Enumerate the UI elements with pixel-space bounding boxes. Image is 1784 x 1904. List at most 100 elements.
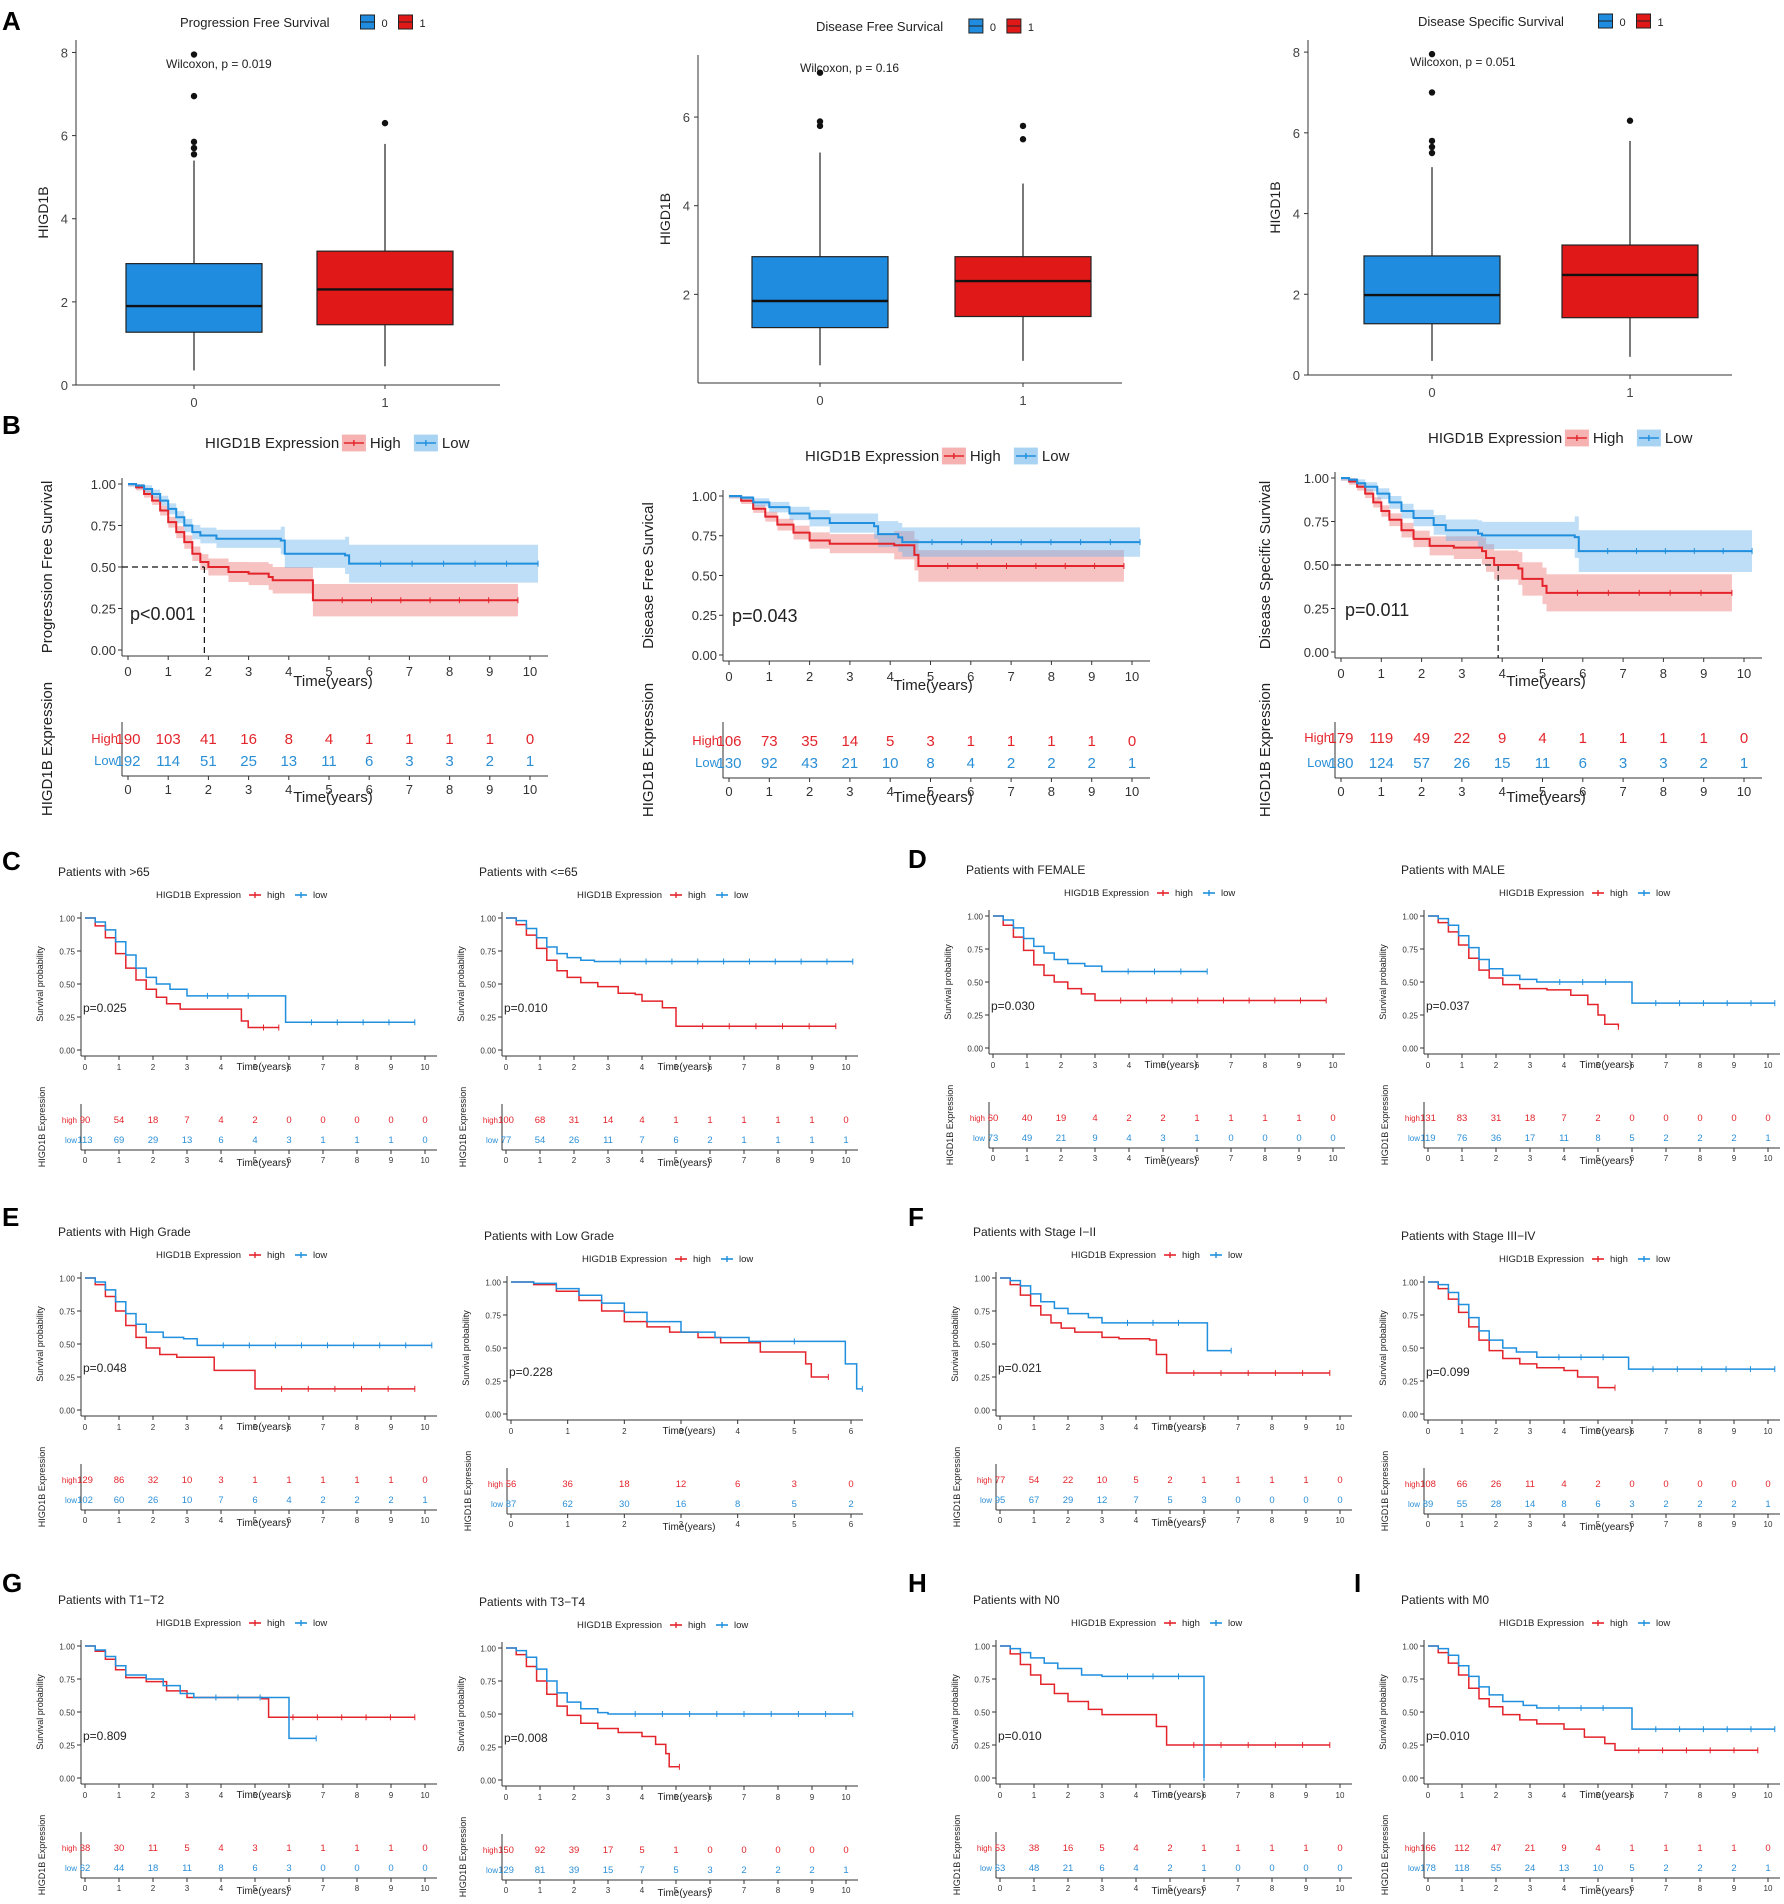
risk-x-tick-label: 3 [846, 784, 853, 799]
x-tick-label: 4 [1127, 1061, 1132, 1070]
y-tick-label: 2 [61, 295, 68, 310]
risk-count: 0 [286, 1115, 291, 1126]
plot-subtitle: Patients with M0 [1401, 1593, 1489, 1607]
risk-x-tick-label: 9 [1297, 1154, 1302, 1163]
p-value: p=0.010 [504, 1001, 548, 1015]
y-axis-label: Progression Free Survival [39, 481, 56, 654]
risk-count: 47 [1491, 1843, 1502, 1854]
risk-x-tick-label: 2 [622, 1520, 627, 1529]
risk-count: 190 [115, 731, 140, 748]
y-axis-label: Disease Specific Survival [1257, 481, 1274, 649]
risk-count: 0 [775, 1845, 780, 1856]
x-tick-label: 0 [83, 1791, 88, 1800]
risk-count: 114 [156, 753, 180, 770]
x-tick-label: 10 [1764, 1427, 1773, 1436]
risk-count: 2 [1700, 755, 1708, 772]
p-value: p=0.037 [1426, 999, 1470, 1013]
km-legend: HIGD1B Expression High Low [1428, 429, 1693, 447]
legend-title: HIGD1B Expression [1499, 888, 1584, 899]
survival-curve-low [1428, 915, 1775, 1004]
risk-x-axis-label: Time(years) [237, 1886, 290, 1897]
y-tick-label: 0.50 [1304, 558, 1329, 573]
outlier-point [816, 69, 824, 76]
x-tick-label: 3 [1100, 1423, 1105, 1432]
plot-subtitle: Patients with Stage III−IV [1401, 1229, 1535, 1243]
x-tick-label: 6 [1202, 1791, 1207, 1800]
survival-curve-high [1428, 1645, 1758, 1752]
x-tick-label: 5 [674, 1793, 679, 1802]
x-tick-label: 9 [1088, 669, 1095, 684]
risk-count: 3 [286, 1863, 291, 1874]
risk-count: 1 [252, 1475, 257, 1486]
p-value: p=0.228 [509, 1365, 553, 1379]
risk-x-tick-label: 7 [1236, 1516, 1241, 1525]
risk-count: 5 [1099, 1843, 1104, 1854]
x-axis-label: Time(years) [658, 1792, 711, 1803]
risk-count: 86 [114, 1475, 125, 1486]
risk-row-label-high: High [1304, 730, 1331, 745]
x-tick-label: 8 [1270, 1423, 1275, 1432]
x-tick-label: 3 [1093, 1061, 1098, 1070]
risk-row-label-low: low [65, 1496, 77, 1505]
risk-x-tick-label: 5 [1596, 1520, 1601, 1529]
y-axis-label: Survival probability [1378, 1310, 1388, 1386]
risk-x-tick-label: 7 [406, 782, 413, 797]
risk-row-label-high: high [62, 1476, 77, 1485]
x-tick-label: 6 [1202, 1423, 1207, 1432]
risk-row-label-low: Low [695, 755, 719, 770]
x-tick-label: 7 [321, 1423, 326, 1432]
risk-count: 1 [1235, 1843, 1240, 1854]
survival-curve-high [1428, 915, 1620, 1027]
risk-count: 1 [405, 731, 413, 748]
risk-row-label-high: high [488, 1480, 503, 1489]
y-axis-label: Survival probability [950, 1306, 960, 1382]
x-tick-label: 4 [1562, 1061, 1567, 1070]
risk-x-tick-label: 2 [806, 784, 813, 799]
x-tick-label: 0 [1426, 1061, 1431, 1070]
risk-count: 11 [321, 753, 337, 770]
x-tick-label: 3 [1528, 1791, 1533, 1800]
km-legend: HIGD1B Expression high low [156, 1250, 327, 1261]
risk-x-tick-label: 4 [887, 784, 894, 799]
survival-curve-high [511, 1281, 829, 1378]
survival-curve-high [85, 1645, 415, 1719]
panel-label-f: F [908, 1202, 924, 1232]
x-tick-label: 9 [1304, 1791, 1309, 1800]
x-tick-label: 10 [842, 1793, 851, 1802]
risk-x-tick-label: 8 [1698, 1520, 1703, 1529]
risk-count: 0 [388, 1115, 393, 1126]
risk-x-tick-label: 7 [1664, 1884, 1669, 1893]
km-legend: HIGD1B Expression high low [1499, 888, 1670, 899]
legend-label-0: 0 [382, 18, 388, 30]
y-tick-label: 1.00 [480, 1645, 496, 1654]
y-tick-label: 4 [683, 199, 690, 214]
risk-x-tick-label: 8 [776, 1886, 781, 1895]
risk-x-tick-label: 7 [742, 1156, 747, 1165]
survival-curve-high [85, 1277, 415, 1390]
risk-count: 0 [320, 1115, 325, 1126]
risk-count: 5 [1629, 1863, 1634, 1874]
x-tick-label: 2 [1418, 666, 1425, 681]
survival-curve-high [1428, 1281, 1615, 1389]
ci-band-low [1341, 478, 1753, 572]
risk-x-tick-label: 6 [287, 1156, 292, 1165]
x-tick-label: 0 [124, 664, 131, 679]
risk-x-tick-label: 6 [287, 1516, 292, 1525]
p-value: p=0.010 [998, 1729, 1042, 1743]
panel-label-a: A [2, 6, 21, 36]
y-tick-label: 0.75 [485, 1312, 501, 1321]
x-tick-label: 1 [1019, 393, 1026, 408]
x-tick-label: 8 [446, 664, 453, 679]
y-tick-label: 0.25 [480, 1744, 496, 1753]
risk-count: 2 [1731, 1133, 1736, 1144]
y-tick-label: 0.00 [59, 1047, 75, 1056]
risk-count: 44 [114, 1863, 125, 1874]
survival-curve-low [1341, 477, 1753, 553]
x-tick-label: 6 [708, 1793, 713, 1802]
x-axis-label: Time(years) [237, 1062, 290, 1073]
x-axis-label: Time(years) [1152, 1790, 1205, 1801]
risk-count: 8 [1595, 1133, 1600, 1144]
risk-x-tick-label: 4 [1134, 1884, 1139, 1893]
km-legend: HIGD1B Expression high low [1064, 888, 1235, 899]
